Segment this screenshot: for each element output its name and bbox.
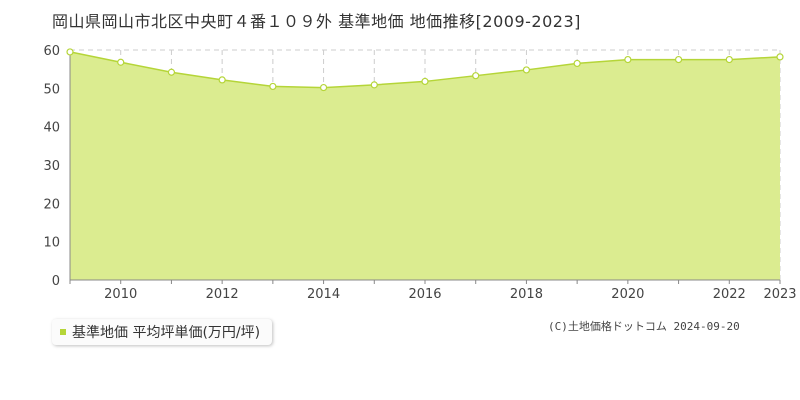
x-tick-label: 2018 <box>510 287 543 302</box>
data-point <box>370 81 378 89</box>
data-point <box>674 55 683 64</box>
x-axis-ticks: 2010 2012 2014 2016 2018 2020 2022 2023 <box>104 287 796 302</box>
data-point <box>269 82 277 91</box>
x-tick-label: 2016 <box>408 287 441 302</box>
data-point <box>117 58 125 66</box>
data-point <box>522 66 531 74</box>
y-axis-ticks: 0 10 20 30 40 50 60 <box>43 44 60 289</box>
y-tick-label: 30 <box>43 159 60 174</box>
series-markers <box>66 48 784 92</box>
legend-swatch <box>60 329 66 335</box>
credit-text: (C)土地価格ドットコム 2024-09-20 <box>548 320 740 333</box>
y-tick-label: 10 <box>43 236 60 251</box>
data-point <box>573 59 581 68</box>
data-point <box>776 53 784 61</box>
y-tick-label: 60 <box>43 44 60 59</box>
legend: 基準地価 平均坪単価(万円/坪) <box>52 319 273 345</box>
data-point <box>624 55 632 64</box>
y-tick-label: 20 <box>43 197 60 212</box>
axes <box>69 50 781 284</box>
data-point <box>66 48 74 56</box>
x-tick-label: 2012 <box>206 287 239 302</box>
chart-title: 岡山県岡山市北区中央町４番１０９外 基準地価 地価推移[2009-2023] <box>52 12 581 31</box>
x-tick-label: 2023 <box>763 287 796 302</box>
x-tick-label: 2020 <box>611 287 644 302</box>
x-tick-label: 2014 <box>307 287 340 302</box>
area-fill <box>70 51 780 280</box>
legend-label: 基準地価 平均坪単価(万円/坪) <box>72 325 261 341</box>
data-point <box>319 83 328 92</box>
series-area <box>69 51 781 280</box>
y-tick-label: 40 <box>43 121 60 136</box>
x-tick-label: 2010 <box>104 287 137 302</box>
x-tick-label: 2022 <box>713 287 746 302</box>
data-point <box>472 72 480 80</box>
data-point <box>421 77 429 86</box>
y-tick-label: 50 <box>43 82 60 97</box>
y-tick-label: 0 <box>52 274 60 289</box>
data-point <box>725 55 733 64</box>
data-point <box>218 76 226 84</box>
data-point <box>167 68 176 76</box>
